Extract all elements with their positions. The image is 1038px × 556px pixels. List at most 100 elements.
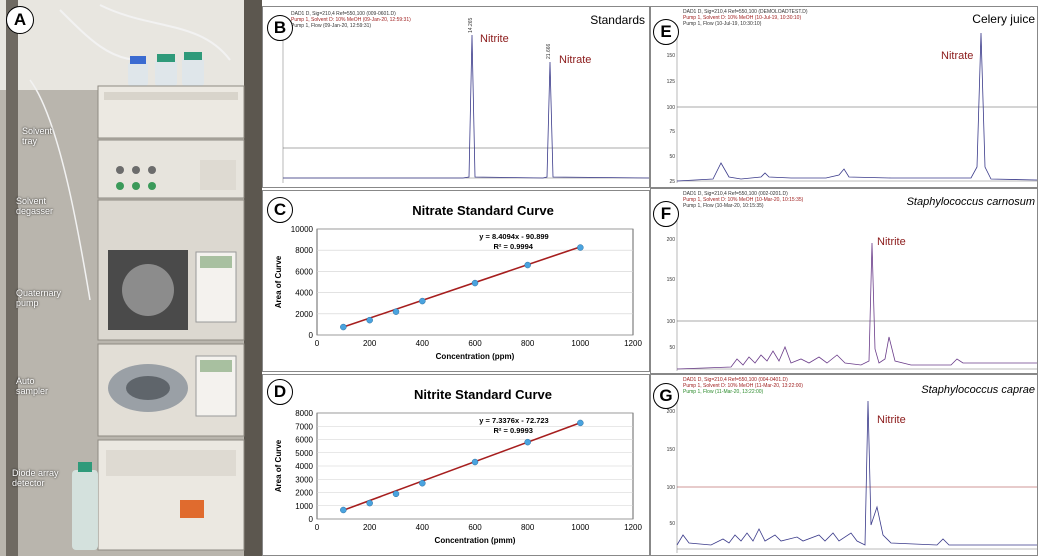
panel-a-letter-text: A xyxy=(13,10,27,29)
panel-g: DAD1 D, Sig=210,4 Ref=550,100 (004-0401.… xyxy=(650,374,1038,556)
x-tick-label: 0 xyxy=(315,339,320,348)
y-axis-label: Area of Curve xyxy=(274,439,283,492)
celery-juice-chromatogram: DAD1 D, Sig=210,4 Ref=550,100 (DEMOLOADT… xyxy=(667,9,1037,185)
y-tick-label: 6000 xyxy=(295,267,313,276)
trendline-equation: y = 7.3376x - 72.723 xyxy=(479,416,548,425)
nitrate-rt-label: 21.666 xyxy=(546,43,552,59)
nitrate-standard-curve-chart: Nitrate Standard Curve020004000600080001… xyxy=(274,203,642,361)
x-tick-label: 200 xyxy=(363,339,377,348)
data-point xyxy=(340,323,347,331)
chromatogram-title: Standards xyxy=(590,13,645,27)
panel-e: DAD1 D, Sig=210,4 Ref=550,100 (DEMOLOADT… xyxy=(650,6,1038,188)
y-tick: 200 xyxy=(667,237,676,243)
solvent-degasser-label: Solvent degasser xyxy=(16,196,54,216)
y-tick: 25 xyxy=(669,179,675,185)
panel-f-letter: F xyxy=(653,201,679,227)
panel-a-letter: A xyxy=(6,6,34,34)
x-axis-label: Concentration (pmm) xyxy=(435,536,516,545)
panel-b-letter: B xyxy=(267,15,293,41)
nitrite-peak-label: Nitrite xyxy=(877,414,906,426)
trendline xyxy=(343,246,581,328)
panel-c: Nitrate Standard Curve 0 2000 4000 6000 8000 1… xyxy=(262,190,650,372)
solvent-tray-label: Solvent tray xyxy=(22,126,53,146)
header-line-3: Pump 1, Flow (11-Mar-20, 13:22:00) xyxy=(683,389,764,395)
data-point xyxy=(366,499,373,507)
y-tick-label: 8000 xyxy=(295,409,313,418)
panel-g-letter-text: G xyxy=(659,386,673,405)
panel-b: DAD1 D, Sig=210,4 Ref=550,100 (009-0601.… xyxy=(262,6,650,188)
x-tick-label: 0 xyxy=(315,523,320,532)
standards-chromatogram: DAD1 D, Sig=210,4 Ref=550,100 (009-0601.… xyxy=(282,11,649,183)
header-line-2: Pump 1, Solvent D: 10% MeOH (10-Mar-20, … xyxy=(683,197,804,203)
y-tick-label: 1000 xyxy=(295,502,313,511)
x-tick-label: 800 xyxy=(521,339,535,348)
y-tick-label: 0 xyxy=(309,331,314,340)
y-tick: 100 xyxy=(667,485,676,491)
data-point xyxy=(471,458,479,466)
y-tick-label: 4000 xyxy=(295,462,313,471)
chromatogram-trace xyxy=(676,400,1037,546)
y-tick: 150 xyxy=(667,277,676,283)
panel-d: Nitrite Standard Curve 0 1000 2000 3000 4000 5… xyxy=(262,374,650,556)
auto-sampler-label: Auto sampler xyxy=(16,376,49,396)
y-tick-label: 8000 xyxy=(295,246,313,255)
chromatogram-title: Celery juice xyxy=(972,12,1035,26)
y-tick-label: 10000 xyxy=(291,225,314,234)
nitrite-peak-label: Nitrite xyxy=(877,236,906,248)
header-line-1: DAD1 D, Sig=210,4 Ref=550,100 (004-0401.… xyxy=(683,377,788,383)
y-tick: 50 xyxy=(669,154,675,160)
panel-c-letter: C xyxy=(267,197,293,223)
chromatogram-trace xyxy=(676,242,1037,370)
data-point xyxy=(524,261,531,269)
panel-e-letter: E xyxy=(653,19,679,45)
trendline xyxy=(343,421,581,511)
y-tick-label: 7000 xyxy=(295,422,313,431)
x-axis-label: Concentration (ppm) xyxy=(436,352,515,361)
y-tick: 150 xyxy=(667,447,676,453)
header-line-1: DAD1 D, Sig=210,4 Ref=550,100 (DEMOLOADT… xyxy=(683,9,808,15)
nitrite-standard-curve-chart: Nitrite Standard Curve010002000300040005… xyxy=(274,387,642,545)
panel-c-letter-text: C xyxy=(273,200,287,219)
data-point xyxy=(419,297,426,305)
y-tick: 100 xyxy=(667,319,676,325)
y-tick: 125 xyxy=(667,79,676,85)
staphylococcus-carnosum-chromatogram: DAD1 D, Sig=210,4 Ref=550,100 (002-0201.… xyxy=(667,191,1037,371)
data-point xyxy=(392,308,400,315)
y-tick: 200 xyxy=(667,409,676,415)
nitrite-rt-label: 14.265 xyxy=(468,17,474,33)
chromatogram-trace xyxy=(676,32,1037,182)
y-axis-ticks: 200 150 100 50 xyxy=(667,237,676,351)
data-point xyxy=(524,438,531,446)
x-tick-label: 1000 xyxy=(571,523,589,532)
x-tick-label: 200 xyxy=(363,523,377,532)
panel-f-letter-text: F xyxy=(660,204,672,223)
y-tick-label: 4000 xyxy=(295,289,313,298)
x-tick-label: 400 xyxy=(416,523,430,532)
staphylococcus-caprae-chromatogram: DAD1 D, Sig=210,4 Ref=550,100 (004-0401.… xyxy=(667,377,1037,553)
data-point xyxy=(340,506,347,514)
x-tick-label: 1200 xyxy=(624,339,642,348)
panel-e-letter-text: E xyxy=(660,22,672,41)
hplc-instrument-photo xyxy=(0,0,262,556)
y-tick: 75 xyxy=(669,129,675,135)
header-line-1: DAD1 D, Sig=210,4 Ref=550,100 (009-0601.… xyxy=(291,11,396,17)
diode-array-detector-label: Diode array detector xyxy=(12,468,59,488)
nitrite-peak-label: Nitrite xyxy=(480,33,509,45)
x-tick-label: 600 xyxy=(468,339,482,348)
x-tick-label: 1200 xyxy=(624,523,642,532)
header-line-3: Pump 1, Flow (09-Jan-20, 12:59:31) xyxy=(291,23,371,29)
chromatogram-title: Staphylococcus carnosum xyxy=(907,196,1035,208)
y-tick-label: 0 xyxy=(309,515,314,524)
data-point xyxy=(577,419,584,427)
header-line-1: DAD1 D, Sig=210,4 Ref=550,100 (002-0201.… xyxy=(683,191,788,197)
chart-title: Nitrite Standard Curve xyxy=(414,387,552,402)
header-line-3: Pump 1, Flow (10-Mar-20, 10:15:35) xyxy=(683,203,764,209)
y-axis-ticks: 200 150 100 50 xyxy=(667,409,676,527)
x-tick-label: 600 xyxy=(468,523,482,532)
panel-f: DAD1 D, Sig=210,4 Ref=550,100 (002-0201.… xyxy=(650,188,1038,374)
panel-a: A Solvent tray Solvent degasser Quaterna… xyxy=(0,0,262,556)
header-line-2: Pump 1, Solvent D: 10% MeOH (09-Jan-20, … xyxy=(291,17,411,23)
panel-g-letter: G xyxy=(653,383,679,409)
y-tick-label: 2000 xyxy=(295,489,313,498)
x-tick-label: 400 xyxy=(416,339,430,348)
